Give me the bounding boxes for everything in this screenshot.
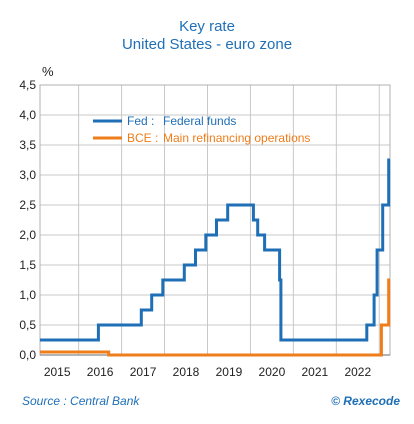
y-tick-label: 1,5 — [19, 258, 36, 272]
chart-title: Key rate — [179, 18, 235, 35]
y-tick-label: 4,0 — [19, 108, 36, 122]
y-tick-label: 4,5 — [19, 78, 36, 92]
y-tick-label: 0,5 — [19, 318, 36, 332]
y-tick-label: 2,5 — [19, 198, 36, 212]
y-axis-unit: % — [42, 64, 54, 79]
y-tick-label: 3,5 — [19, 138, 36, 152]
chart-subtitle: United States - euro zone — [121, 36, 293, 53]
x-tick-label: 2019 — [216, 365, 243, 379]
x-tick-label: 2017 — [130, 365, 157, 379]
legend-label-fed: Federal funds — [163, 114, 236, 128]
y-tick-label: 0,0 — [19, 348, 36, 362]
grid-lines — [40, 84, 390, 355]
copyright-note: © Rexecode — [331, 394, 400, 408]
x-tick-label: 2021 — [301, 365, 328, 379]
series-layer — [40, 158, 391, 357]
source-note: Source : Central Bank — [22, 394, 140, 408]
series-line-bce — [40, 278, 391, 357]
y-tick-label: 1,0 — [19, 288, 36, 302]
series-line-fed — [40, 158, 391, 342]
y-tick-label: 2,0 — [19, 228, 36, 242]
legend-label-bce: Main refinancing operations — [163, 131, 310, 145]
x-tick-label: 2020 — [259, 365, 286, 379]
legend: Fed : Federal funds BCE : Main refinancing … — [93, 114, 310, 145]
x-tick-label: 2022 — [344, 365, 371, 379]
y-tick-label: 3,0 — [19, 168, 36, 182]
x-tick-label: 2016 — [87, 365, 114, 379]
axes: 0,0 0,5 1,0 1,5 2,0 2,5 3,0 3,5 4,0 4,5 2015 2016 20… — [19, 64, 391, 379]
x-tick-label: 2018 — [173, 365, 200, 379]
legend-prefix-bce: BCE : — [127, 131, 158, 145]
x-tick-label: 2015 — [44, 365, 71, 379]
legend-prefix-fed: Fed : — [127, 114, 154, 128]
